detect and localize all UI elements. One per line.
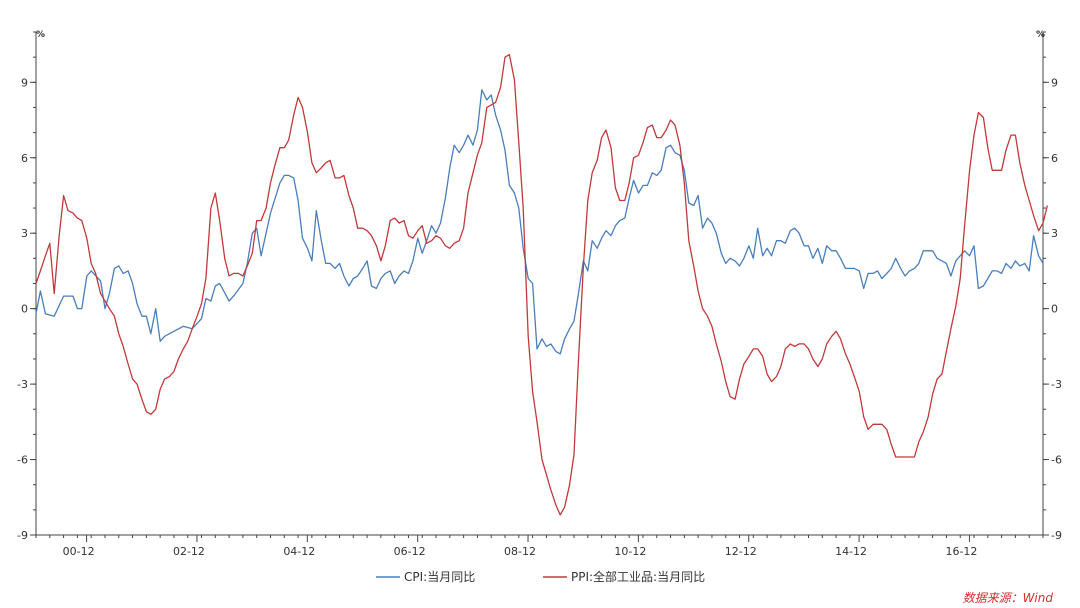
x-tick-label: 06-12 <box>394 545 426 558</box>
left-tick-label: -3 <box>17 378 28 391</box>
left-tick-label: -6 <box>17 454 28 467</box>
x-tick-label: 00-12 <box>63 545 95 558</box>
legend-cpi-label: CPI:当月同比 <box>404 570 475 584</box>
left-tick-label: 6 <box>21 152 28 165</box>
source-note: 数据来源：Wind <box>963 591 1054 605</box>
ppi-series-line <box>35 53 1049 516</box>
right-tick-label: -9 <box>1051 529 1062 542</box>
left-tick-label: -9 <box>17 529 28 542</box>
left-tick-label: 9 <box>21 76 28 89</box>
right-y-axis: -9 -6 -3 0 3 6 9 <box>1042 31 1062 542</box>
left-tick-label: 0 <box>21 303 28 316</box>
x-tick-label: 08-12 <box>504 545 536 558</box>
x-tick-label: 12-12 <box>725 545 757 558</box>
x-tick-label: 14-12 <box>835 545 867 558</box>
x-tick-label: 04-12 <box>283 545 315 558</box>
legend-ppi-label: PPI:全部工业品:当月同比 <box>571 569 705 584</box>
plot-series <box>35 53 1049 516</box>
x-axis: 00-12 02-12 04-12 06-12 08-12 10-12 12-12 14-12… <box>35 534 1044 558</box>
right-tick-label: 6 <box>1051 152 1058 165</box>
legend: CPI:当月同比 PPI:全部工业品:当月同比 <box>376 569 705 584</box>
right-tick-label: 9 <box>1051 76 1058 89</box>
right-tick-label: 0 <box>1051 303 1058 316</box>
left-y-unit: % <box>36 30 45 40</box>
right-tick-label: -6 <box>1051 454 1062 467</box>
right-y-unit: % <box>1036 30 1045 40</box>
left-y-axis: -9 -6 -3 0 3 6 9 <box>17 31 37 542</box>
right-tick-label: -3 <box>1051 378 1062 391</box>
x-tick-label: 16-12 <box>945 545 977 558</box>
cpi-series-line <box>35 89 1044 355</box>
left-tick-label: 3 <box>21 227 28 240</box>
x-tick-label: 02-12 <box>173 545 205 558</box>
right-tick-label: 3 <box>1051 227 1058 240</box>
x-tick-label: 10-12 <box>614 545 646 558</box>
